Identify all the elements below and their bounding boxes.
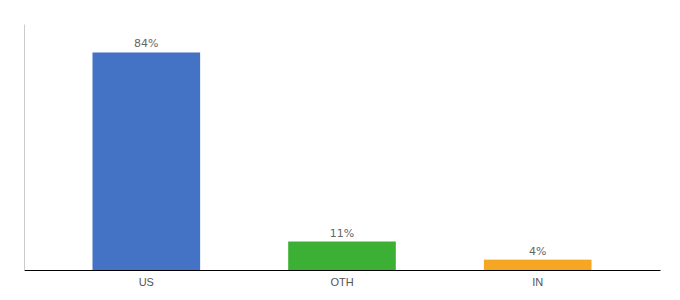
x-tick: IN xyxy=(532,270,543,288)
x-tick-label: IN xyxy=(532,276,543,288)
x-axis-line xyxy=(25,270,661,271)
x-tick: OTH xyxy=(330,270,353,288)
y-axis-line xyxy=(24,25,25,271)
data-label: 11% xyxy=(330,227,354,240)
plot: US OTH IN 84% 11% 4% xyxy=(25,25,661,288)
data-label: 84% xyxy=(134,37,158,50)
x-tick-label: OTH xyxy=(330,276,353,288)
x-tick: US xyxy=(139,270,154,288)
chart-svg: US OTH IN 84% 11% 4% xyxy=(0,0,680,300)
bar xyxy=(92,52,200,270)
data-label: 4% xyxy=(529,245,546,258)
bar xyxy=(484,260,592,270)
y-axis xyxy=(24,25,25,271)
x-axis: US OTH IN xyxy=(25,270,661,288)
data-labels: 84% 11% 4% xyxy=(134,37,546,257)
bars xyxy=(92,52,591,270)
bar xyxy=(288,242,396,270)
chart-container: US OTH IN 84% 11% 4% xyxy=(0,0,680,300)
x-tick-label: US xyxy=(139,276,154,288)
